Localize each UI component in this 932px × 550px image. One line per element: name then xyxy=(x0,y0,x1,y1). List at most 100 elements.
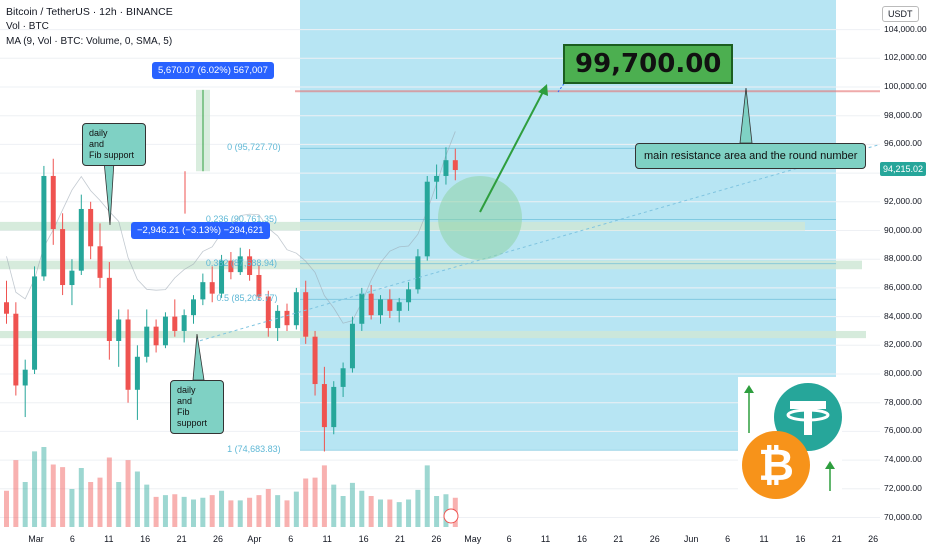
candle xyxy=(153,319,159,353)
candle xyxy=(69,259,75,306)
time-tick-label: May xyxy=(464,534,482,544)
price-tick-label: 90,000.00 xyxy=(884,224,922,235)
fib-label: 0.5 (85,205.77) xyxy=(216,293,278,304)
price-tick-label: 104,000.00 xyxy=(884,23,927,34)
price-tick-label: 100,000.00 xyxy=(884,81,927,91)
price-tick-label: 80,000.00 xyxy=(884,368,922,378)
candle-body xyxy=(237,256,243,273)
volume-bar xyxy=(396,502,402,527)
candle-body xyxy=(144,326,150,357)
volume-bar xyxy=(424,465,430,527)
volume-bars xyxy=(4,447,458,527)
time-tick-label: 26 xyxy=(431,534,442,544)
candle xyxy=(368,285,374,320)
forecast-arrow-head xyxy=(538,84,548,96)
time-tick-label: 21 xyxy=(176,534,187,544)
volume-bar xyxy=(331,484,337,527)
volume-bar xyxy=(256,495,262,527)
candle-body xyxy=(4,302,9,314)
volume-bar xyxy=(340,496,346,527)
candle xyxy=(13,302,19,396)
volume-bar xyxy=(265,489,271,527)
callout-daily-fib-top: daily and Fib support xyxy=(82,123,146,166)
volume-bar xyxy=(22,482,28,527)
price-tick-label: 78,000.00 xyxy=(884,396,922,407)
candle xyxy=(415,249,421,294)
volume-bar xyxy=(97,477,103,527)
ma-indicator-label[interactable]: MA (9, Vol · BTC: Volume, 0, SMA, 5) xyxy=(6,36,173,47)
candle-body xyxy=(172,316,178,331)
time-tick-label: 16 xyxy=(795,534,806,544)
candle xyxy=(434,164,440,199)
arrow-up-icon-right xyxy=(825,461,835,491)
candle-body xyxy=(284,310,290,326)
price-tick-label: 98,000.00 xyxy=(884,109,922,120)
candle-body xyxy=(153,326,159,346)
volume-bar xyxy=(284,500,290,527)
target-circle xyxy=(438,176,522,260)
candle xyxy=(275,305,281,341)
candle xyxy=(191,295,196,324)
candle-body xyxy=(359,293,365,324)
time-tick-label: 6 xyxy=(506,534,512,544)
currency-badge[interactable]: USDT xyxy=(882,6,919,22)
support-zone xyxy=(0,221,805,231)
volume-bar xyxy=(200,497,206,527)
time-tick-label: 11 xyxy=(540,534,551,544)
support-zones xyxy=(0,221,866,339)
volume-bar xyxy=(293,491,299,527)
candle xyxy=(452,148,458,181)
price-tick-label: 72,000.00 xyxy=(884,482,922,493)
time-tick-label: 11 xyxy=(104,534,114,544)
candle xyxy=(424,175,430,261)
fib-label: 0 (95,727.70) xyxy=(227,142,281,153)
candle-body xyxy=(349,323,355,369)
candle-body xyxy=(406,289,412,303)
candle-body xyxy=(368,293,374,316)
candle xyxy=(387,289,393,319)
volume-bar xyxy=(162,495,168,527)
measure-up-label: 5,670.07 (6.02%) 567,007 xyxy=(152,62,274,79)
price-tick-label: 84,000.00 xyxy=(884,310,922,321)
candle xyxy=(349,316,355,373)
candle-body xyxy=(13,313,19,386)
candle-body xyxy=(125,319,131,390)
time-tick-label: 21 xyxy=(394,534,406,544)
candle-body xyxy=(162,316,168,346)
time-tick-label: 11 xyxy=(322,534,332,544)
candle-body xyxy=(396,302,402,311)
candle-body xyxy=(303,292,309,337)
price-tick-label: 70,000.00 xyxy=(884,511,922,522)
fib-lines xyxy=(300,147,836,451)
candle xyxy=(265,290,271,337)
candle xyxy=(97,223,103,288)
candle xyxy=(134,345,140,420)
candle xyxy=(209,266,215,303)
candle-body xyxy=(293,292,299,326)
candle xyxy=(116,309,122,367)
candle-body xyxy=(321,384,327,428)
candle xyxy=(106,262,112,360)
volume-indicator-label[interactable]: Vol · BTC xyxy=(6,21,49,32)
volume-bar xyxy=(219,490,225,527)
volume-bar xyxy=(50,464,56,527)
candle-body xyxy=(415,256,421,290)
candle xyxy=(60,213,66,296)
time-tick-label: 26 xyxy=(649,534,660,544)
bitcoin-logo-icon: ₿ xyxy=(742,431,810,499)
volume-bar xyxy=(69,489,75,527)
volume-bar xyxy=(434,496,440,527)
time-tick-label: 16 xyxy=(140,534,151,544)
candle xyxy=(228,252,234,280)
volume-bar xyxy=(209,495,215,527)
time-tick-label: 21 xyxy=(613,534,624,544)
time-tick-label: Apr xyxy=(247,534,262,544)
volume-bar xyxy=(228,500,234,527)
volume-bar xyxy=(116,482,122,527)
candle xyxy=(172,299,178,337)
candle xyxy=(256,264,262,301)
candle-body xyxy=(200,282,206,300)
logo-panel: ₿ xyxy=(738,377,842,503)
candle xyxy=(162,312,168,349)
